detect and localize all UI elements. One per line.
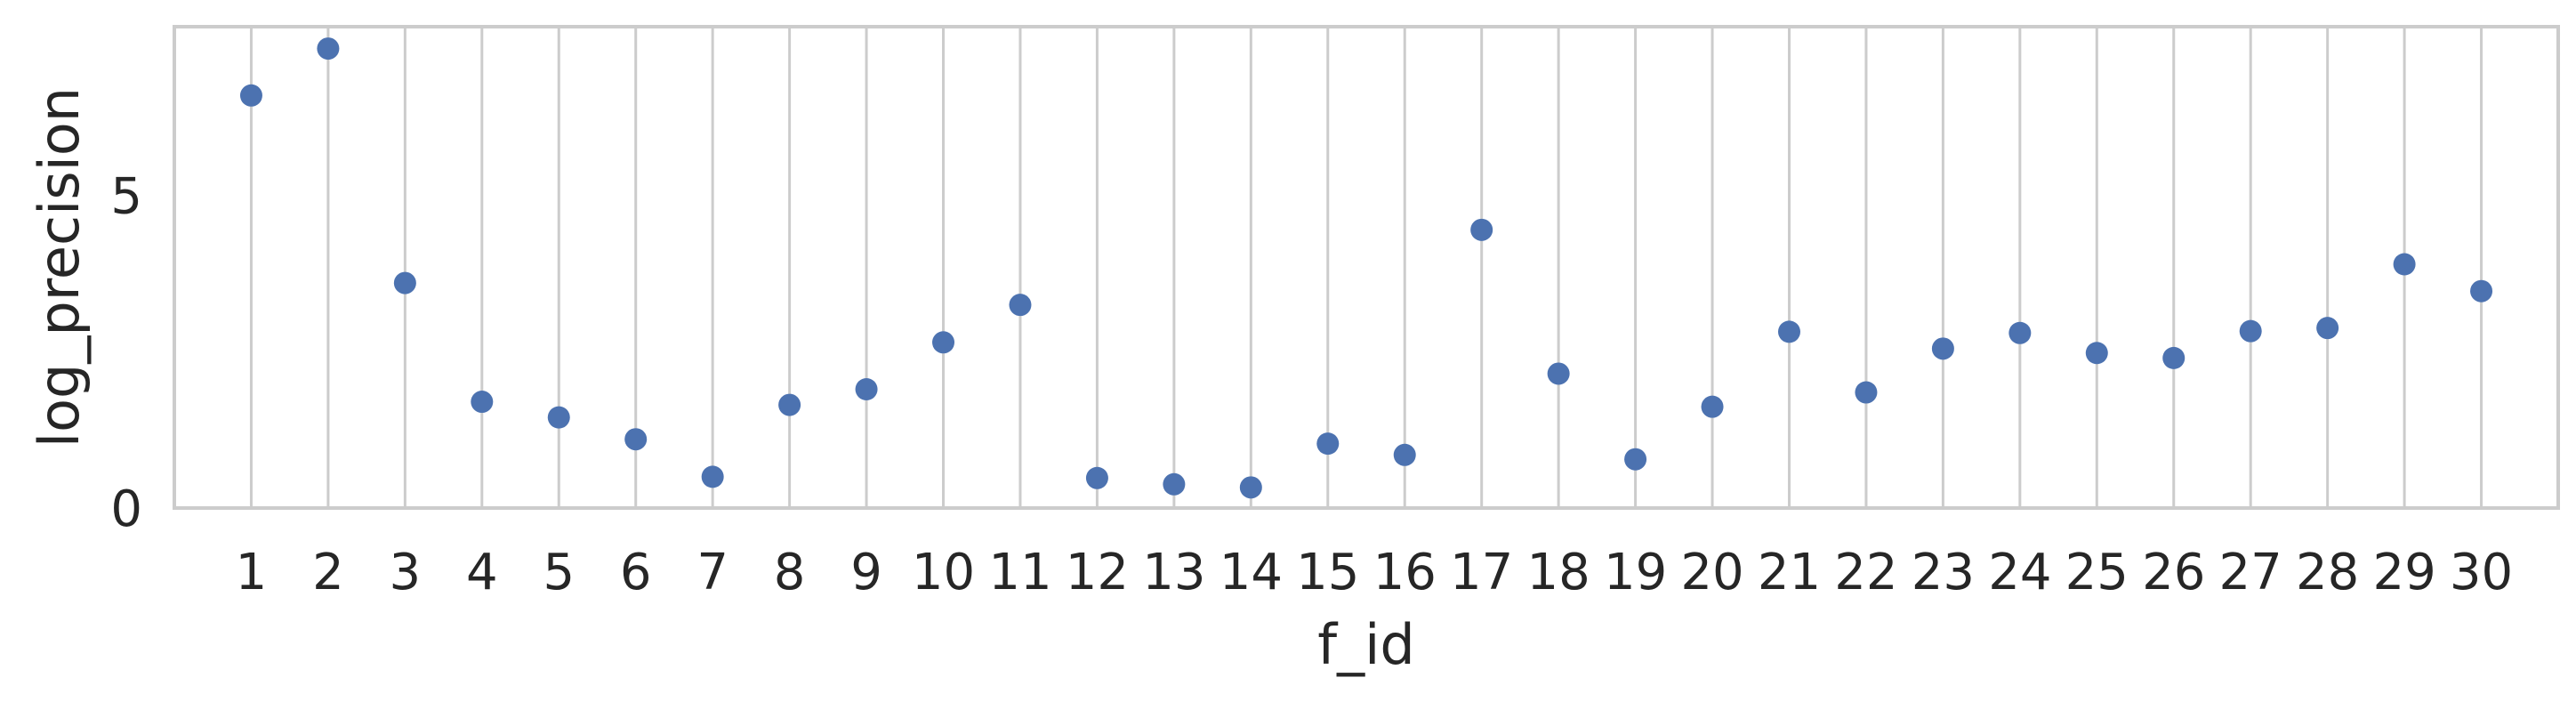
data-point: [547, 406, 570, 429]
x-tick-label: 15: [1296, 544, 1359, 601]
x-tick-label: 13: [1142, 544, 1205, 601]
data-point: [2393, 253, 2416, 276]
x-tick-label: 29: [2372, 544, 2435, 601]
x-tick-label: 1: [236, 544, 268, 601]
x-axis-label: f_id: [1317, 612, 1414, 677]
x-tick-label: 7: [696, 544, 729, 601]
y-tick-label: 0: [110, 480, 142, 538]
x-tick-label: 25: [2065, 544, 2129, 601]
x-tick-label: 20: [1680, 544, 1743, 601]
x-tick-label: 2: [312, 544, 344, 601]
x-tick-label: 17: [1450, 544, 1513, 601]
data-point: [2239, 319, 2262, 343]
data-point: [1931, 337, 1954, 360]
x-tick-label: 19: [1604, 544, 1667, 601]
data-point: [2316, 317, 2339, 340]
data-point: [1470, 218, 1493, 241]
x-tick-labels: 1 2 3 4 5 6 7 8 9 10 11 12 13 14 15 16 17 18 19 20 21 22 23 24 2…: [236, 544, 2514, 601]
x-tick-label: 9: [850, 544, 882, 601]
x-tick-label: 10: [912, 544, 975, 601]
x-tick-label: 3: [390, 544, 422, 601]
y-tick-label: 5: [110, 168, 142, 226]
data-point: [932, 331, 955, 354]
data-point: [2470, 279, 2493, 303]
x-tick-label: 23: [1912, 544, 1975, 601]
data-point: [2085, 342, 2108, 365]
x-tick-label: 18: [1526, 544, 1590, 601]
data-point: [778, 393, 801, 416]
x-tick-label: 11: [988, 544, 1051, 601]
x-tick-label: 5: [543, 544, 575, 601]
data-point: [624, 428, 648, 451]
x-tick-label: 22: [1834, 544, 1897, 601]
data-point: [2008, 321, 2032, 344]
x-tick-label: 8: [774, 544, 806, 601]
y-axis-label: log_precision: [27, 87, 92, 448]
data-point: [1547, 362, 1570, 385]
data-point: [471, 391, 494, 414]
x-tick-label: 4: [466, 544, 498, 601]
x-tick-label: 27: [2219, 544, 2282, 601]
grid-layer: [249, 27, 2483, 508]
x-tick-label: 6: [620, 544, 652, 601]
data-point: [1624, 448, 1647, 471]
x-tick-label: 24: [1988, 544, 2051, 601]
data-point: [1239, 476, 1262, 499]
y-tick-labels: 05: [110, 168, 142, 538]
x-tick-label: 14: [1220, 544, 1283, 601]
x-tick-label: 12: [1066, 544, 1129, 601]
point-layer: [239, 37, 2493, 499]
data-point: [855, 378, 878, 401]
data-point: [1009, 294, 1032, 317]
x-tick-label: 30: [2450, 544, 2513, 601]
data-point: [317, 37, 340, 61]
plot-frame: [173, 25, 2560, 510]
data-point: [2162, 346, 2186, 369]
x-tick-label: 28: [2296, 544, 2359, 601]
data-point: [1085, 466, 1108, 489]
data-point: [1855, 381, 1878, 404]
data-point: [239, 84, 262, 107]
data-point: [1393, 443, 1416, 466]
x-tick-label: 21: [1758, 544, 1821, 601]
data-point: [393, 271, 416, 294]
data-point: [701, 465, 724, 488]
x-tick-label: 26: [2142, 544, 2205, 601]
x-tick-label: 16: [1373, 544, 1437, 601]
data-point: [1701, 395, 1724, 418]
data-point: [1777, 320, 1800, 343]
data-point: [1163, 472, 1186, 496]
data-point: [1316, 432, 1340, 456]
